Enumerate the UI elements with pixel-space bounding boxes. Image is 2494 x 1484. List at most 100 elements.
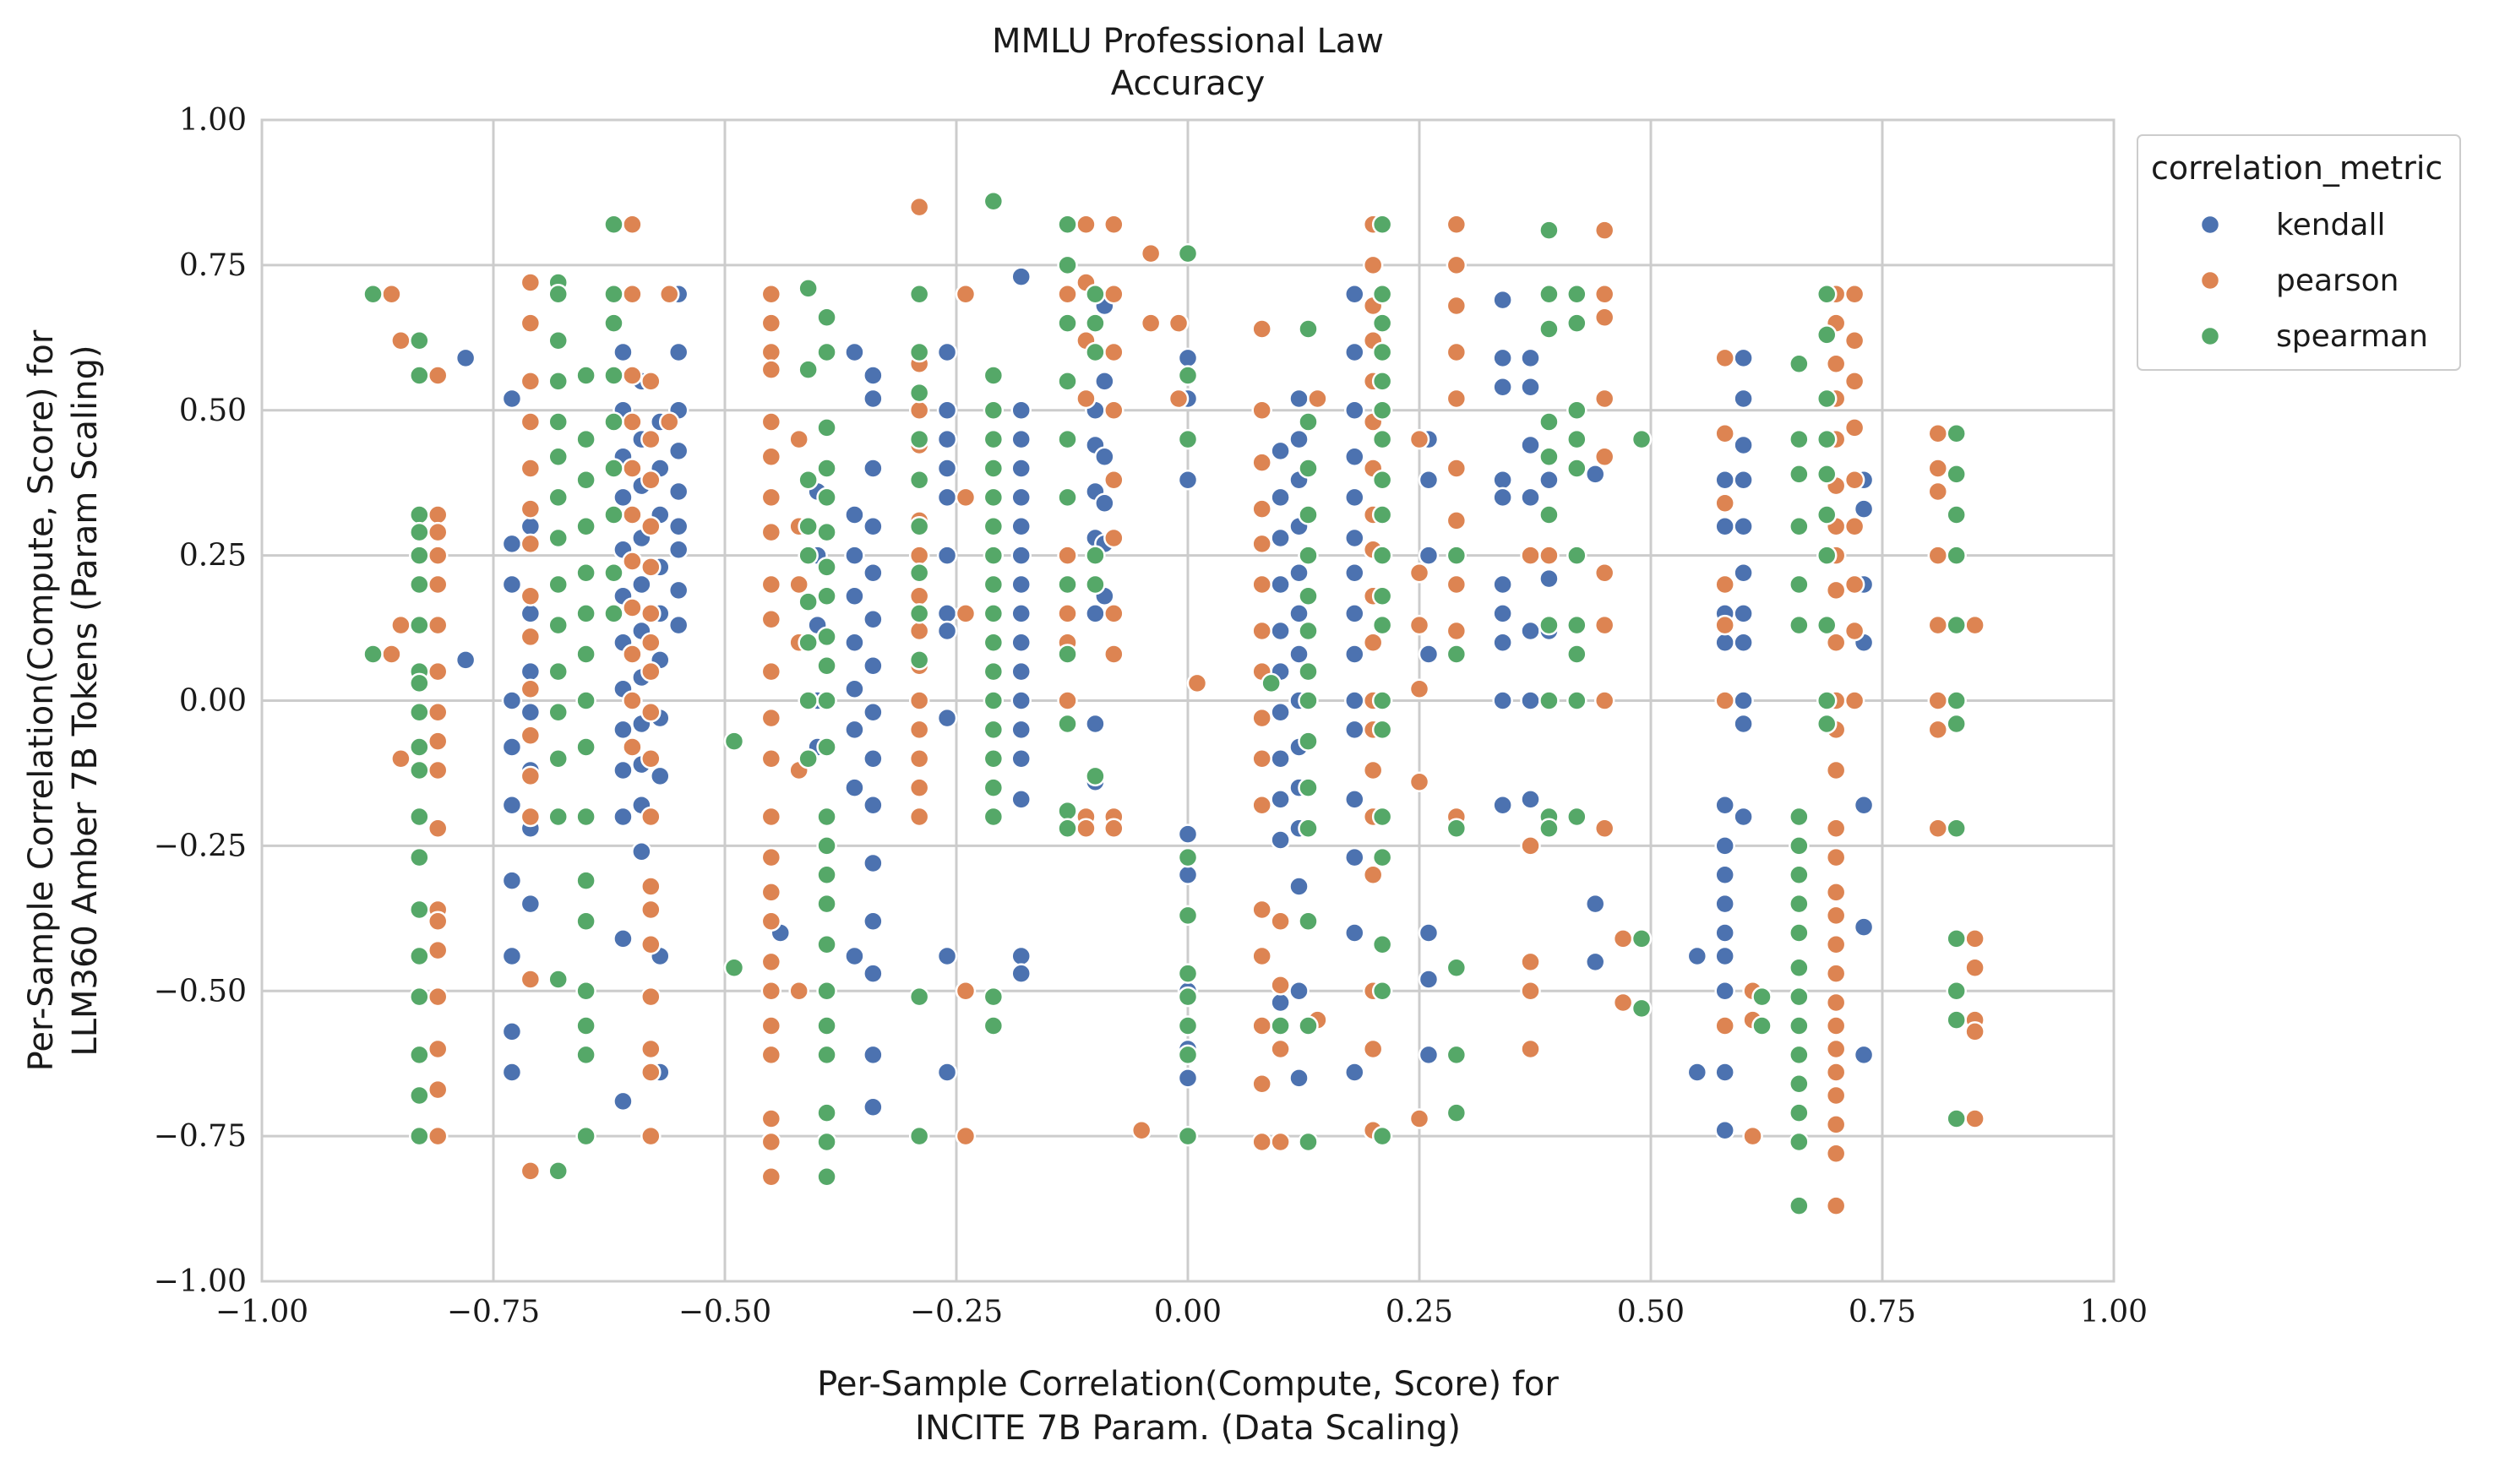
kendall-point [613,487,634,508]
pearson-point [1538,545,1560,566]
spearman-point [1789,986,1810,1008]
pearson-point [1270,1131,1291,1153]
spearman-point [816,981,837,1002]
pearson-point [1103,470,1124,491]
pearson-point [520,272,542,293]
pearson-point [908,400,930,421]
kendall-point [1010,963,1032,984]
spearman-point [1566,284,1587,305]
spearman-point [798,591,819,612]
pearson-point [1103,214,1124,235]
kendall-point [1492,377,1513,398]
spearman-point [816,417,837,438]
spearman-point [1177,846,1199,868]
pearson-point [1270,1038,1291,1060]
spearman-point [575,911,596,932]
spearman-point [1057,487,1078,508]
spearman-point [1789,614,1810,636]
spearman-point [1177,1015,1199,1036]
spearman-point [1298,1131,1319,1153]
pearson-point [1964,957,1985,978]
kendall-point [936,487,958,508]
pearson-point [622,504,643,525]
spearman-point [547,371,569,392]
legend-box [2137,134,2461,371]
spearman-point [603,411,624,432]
kendall-point [1094,492,1115,514]
kendall-point [613,806,634,828]
spearman-point [409,521,430,543]
kendall-point [936,603,958,624]
spearman-point [1566,428,1587,450]
kendall-point [936,1062,958,1083]
spearman-point [723,731,745,752]
pearson-point [1825,1143,1847,1164]
kendall-point [1270,440,1291,462]
kendall-point [1520,690,1541,711]
kendall-point [1344,341,1365,363]
spearman-point [816,1015,837,1036]
kendall-point [863,1044,884,1066]
kendall-point [1010,748,1032,769]
spearman-point [409,1044,430,1066]
kendall-point [844,777,865,798]
pearson-point [1714,492,1735,514]
x-tick-label: 0.75 [1849,1295,1916,1329]
spearman-point [1816,388,1838,410]
pearson-point [1251,533,1272,555]
pearson-point [427,702,449,723]
pearson-point [1251,498,1272,519]
kendall-point [1714,632,1735,653]
spearman-point [1085,313,1106,334]
spearman-point [908,1125,930,1147]
kendall-point [1094,446,1115,467]
spearman-point [1371,504,1393,525]
spearman-point [908,382,930,404]
kendall-point [1010,603,1032,624]
pearson-point [1927,614,1949,636]
spearman-point [1270,1015,1291,1036]
spearman-point [1816,690,1838,711]
kendall-point [1344,603,1365,624]
y-tick-label: −0.25 [154,829,247,863]
pearson-point [1251,318,1272,340]
pearson-point [1103,603,1124,624]
pearson-point [1057,603,1078,624]
spearman-point [1946,690,1967,711]
spearman-point [409,365,430,386]
spearman-point [1946,1108,1967,1129]
pearson-point [1742,1125,1763,1147]
pearson-point [1103,644,1124,665]
pearson-point [1140,242,1162,264]
kendall-point [1492,690,1513,711]
pearson-point [1843,620,1865,642]
kendall-point [844,504,865,525]
spearman-point [1177,1125,1199,1147]
pearson-point [1593,284,1615,305]
spearman-point [1631,428,1653,450]
kendall-point [1010,516,1032,537]
spearman-point [409,759,430,781]
kendall-point [1714,922,1735,943]
kendall-point [863,795,884,816]
pearson-point [622,551,643,572]
spearman-point [1816,545,1838,566]
pearson-point [640,1125,662,1147]
spearman-point [1371,214,1393,235]
pearson-point [1593,563,1615,584]
kendall-point [936,458,958,479]
kendall-point [1686,1062,1708,1083]
spearman-point [983,1015,1005,1036]
spearman-point [1085,545,1106,566]
pearson-point [1520,835,1541,856]
spearman-point [1789,835,1810,856]
pearson-point [1103,400,1124,421]
kendall-point [1418,922,1440,943]
spearman-point [547,487,569,508]
spearman-point [603,365,624,386]
spearman-point [983,748,1005,769]
spearman-point [1371,470,1393,491]
pearson-point [1843,417,1865,438]
spearman-point [816,934,837,955]
spearman-point [983,573,1005,595]
